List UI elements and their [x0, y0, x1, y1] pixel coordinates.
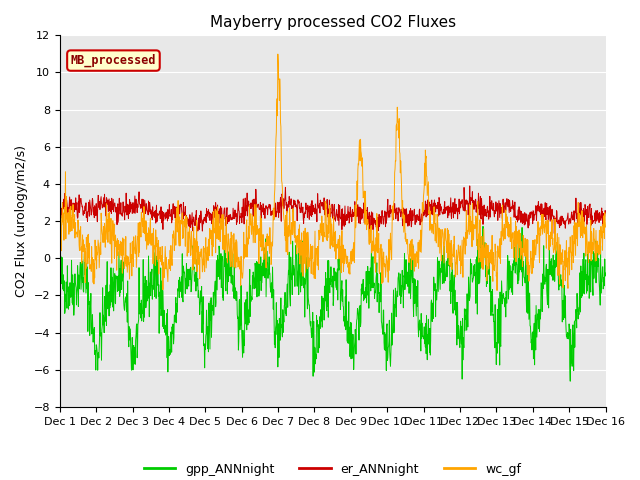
Line: wc_gf: wc_gf: [60, 54, 605, 290]
er_ANNnight: [550, 230, 558, 236]
wc_gf: [238, 275, 246, 281]
wc_gf: [493, 288, 501, 293]
er_ANNnight: [164, 207, 172, 213]
gpp_ANNnight: [417, 311, 425, 316]
gpp_ANNnight: [56, 266, 63, 272]
wc_gf: [489, 278, 497, 284]
wc_gf: [274, 51, 282, 57]
wc_gf: [418, 239, 426, 244]
Y-axis label: CO2 Flux (urology/m2/s): CO2 Flux (urology/m2/s): [15, 145, 28, 297]
wc_gf: [177, 221, 185, 227]
gpp_ANNnight: [566, 378, 574, 384]
er_ANNnight: [238, 204, 246, 210]
er_ANNnight: [417, 215, 425, 220]
er_ANNnight: [56, 205, 63, 211]
er_ANNnight: [489, 207, 497, 213]
wc_gf: [56, 245, 63, 251]
er_ANNnight: [177, 202, 185, 207]
er_ANNnight: [466, 183, 474, 189]
er_ANNnight: [537, 201, 545, 207]
gpp_ANNnight: [164, 369, 172, 375]
Title: Mayberry processed CO2 Fluxes: Mayberry processed CO2 Fluxes: [209, 15, 456, 30]
er_ANNnight: [602, 210, 609, 216]
wc_gf: [164, 279, 172, 285]
wc_gf: [538, 226, 545, 231]
wc_gf: [602, 224, 609, 230]
Line: gpp_ANNnight: gpp_ANNnight: [60, 227, 605, 381]
gpp_ANNnight: [537, 280, 545, 286]
gpp_ANNnight: [602, 270, 609, 276]
gpp_ANNnight: [238, 345, 246, 350]
Text: MB_processed: MB_processed: [70, 54, 156, 67]
gpp_ANNnight: [479, 224, 487, 229]
Legend: gpp_ANNnight, er_ANNnight, wc_gf: gpp_ANNnight, er_ANNnight, wc_gf: [139, 458, 527, 480]
gpp_ANNnight: [177, 282, 185, 288]
Line: er_ANNnight: er_ANNnight: [60, 186, 605, 233]
gpp_ANNnight: [489, 312, 497, 318]
